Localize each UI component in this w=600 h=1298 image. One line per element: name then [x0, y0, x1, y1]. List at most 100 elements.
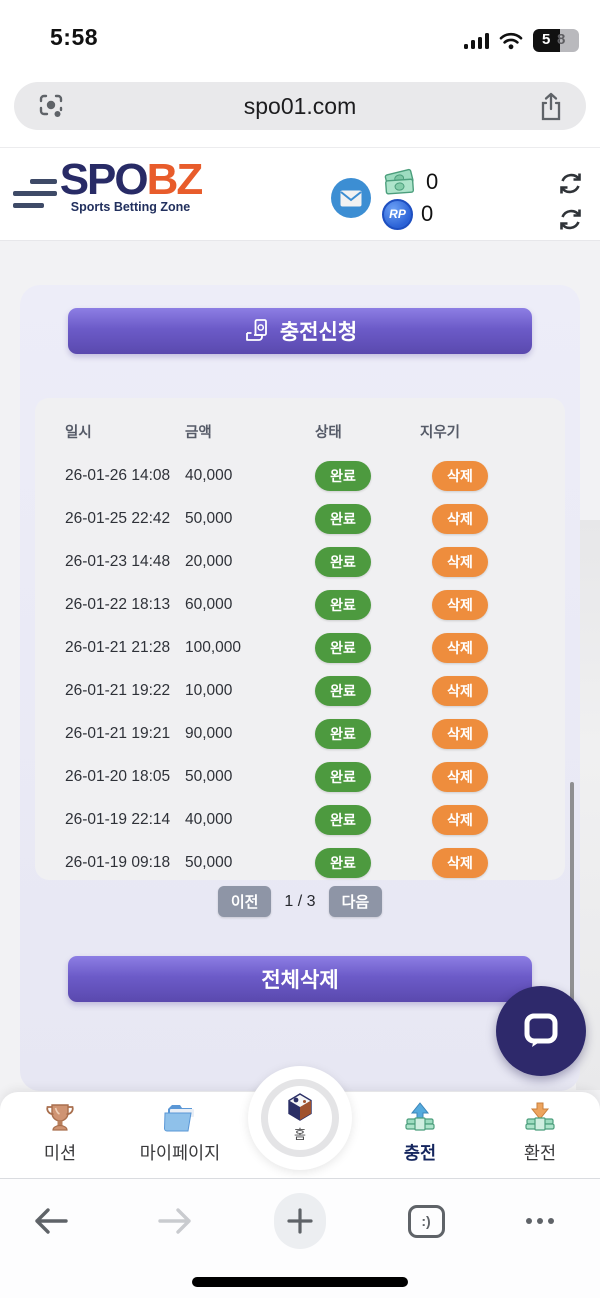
lens-search-icon[interactable]	[38, 93, 64, 119]
nav-item-mypage[interactable]: 마이페이지	[120, 1092, 240, 1178]
table-row: 26-01-26 14:08 40,000 완료 삭제	[35, 454, 565, 497]
deposit-history-panel: 충전신청 일시 금액 상태 지우기 26-01-26 14:08 40,000 …	[20, 285, 580, 1091]
refresh-point-icon[interactable]	[557, 206, 584, 233]
home-ring: 홈	[261, 1079, 339, 1157]
row-delete-button[interactable]: 삭제	[432, 632, 488, 663]
status-badge: 완료	[315, 460, 371, 491]
message-icon[interactable]	[331, 178, 371, 218]
row-delete-button[interactable]: 삭제	[432, 503, 488, 534]
refresh-cash-icon[interactable]	[557, 170, 584, 197]
cellular-signal-icon	[463, 32, 489, 49]
deposit-table: 일시 금액 상태 지우기 26-01-26 14:08 40,000 완료 삭제…	[35, 398, 565, 880]
tab-switcher-button[interactable]: :)	[407, 1204, 445, 1238]
row-datetime: 26-01-19 22:14	[65, 810, 171, 828]
row-datetime: 26-01-26 14:08	[65, 466, 171, 484]
table-row: 26-01-23 14:48 20,000 완료 삭제	[35, 540, 565, 583]
dice-icon	[288, 1093, 312, 1121]
row-datetime: 26-01-21 21:28	[65, 638, 171, 656]
prev-page-button[interactable]: 이전	[217, 886, 272, 917]
status-badge: 완료	[315, 546, 371, 577]
page-indicator: 1 / 3	[284, 892, 316, 910]
row-delete-button[interactable]: 삭제	[432, 847, 488, 878]
table-row: 26-01-21 19:21 90,000 완료 삭제	[35, 712, 565, 755]
col-header-datetime: 일시	[65, 424, 92, 441]
site-logo[interactable]: SPOBZ Sports Betting Zone	[59, 155, 204, 215]
table-header-row: 일시 금액 상태 지우기	[35, 398, 565, 454]
col-header-amount: 금액	[185, 424, 212, 441]
nav-item-exchange[interactable]: 환전	[480, 1092, 600, 1178]
url-text: spo01.com	[243, 92, 357, 119]
table-body: 26-01-26 14:08 40,000 완료 삭제 26-01-25 22:…	[35, 454, 565, 884]
row-datetime: 26-01-20 18:05	[65, 767, 171, 785]
table-row: 26-01-22 18:13 60,000 완료 삭제	[35, 583, 565, 626]
row-delete-button[interactable]: 삭제	[432, 804, 488, 835]
row-datetime: 26-01-21 19:22	[65, 681, 171, 699]
status-badge: 완료	[315, 632, 371, 663]
status-badge: 완료	[315, 718, 371, 749]
battery-icon: 5 8	[533, 29, 579, 52]
nav-item-home[interactable]: 홈	[248, 1066, 352, 1170]
table-row: 26-01-19 09:18 50,000 완료 삭제	[35, 841, 565, 884]
nav-item-charge[interactable]: 충전	[360, 1092, 480, 1178]
status-badge: 완료	[315, 761, 371, 792]
pagination: 이전 1 / 3 다음	[20, 886, 580, 917]
row-delete-button[interactable]: 삭제	[432, 718, 488, 749]
page-scrollbar[interactable]	[570, 782, 574, 1020]
row-datetime: 26-01-19 09:18	[65, 853, 171, 871]
address-bar[interactable]: spo01.com	[14, 82, 586, 130]
point-balance: 0	[421, 201, 434, 226]
browser-menu-icon[interactable]	[526, 1218, 554, 1224]
bottom-navigation: 미션 마이페이지 충전	[0, 1066, 600, 1178]
row-delete-button[interactable]: 삭제	[432, 675, 488, 706]
row-amount: 50,000	[185, 767, 233, 785]
cash-balance: 0	[426, 169, 439, 194]
hand-money-icon	[245, 318, 267, 341]
logo-tagline: Sports Betting Zone	[70, 200, 191, 215]
trophy-icon	[46, 1104, 74, 1131]
share-icon[interactable]	[538, 92, 564, 122]
row-amount: 50,000	[185, 509, 233, 527]
row-datetime: 26-01-22 18:13	[65, 595, 171, 613]
money-up-icon	[405, 1102, 435, 1131]
status-badge: 완료	[315, 804, 371, 835]
row-amount: 90,000	[185, 724, 233, 742]
background-artwork	[576, 520, 600, 1090]
rp-coin-icon: RP	[382, 198, 413, 230]
col-header-delete: 지우기	[420, 424, 461, 441]
row-delete-button[interactable]: 삭제	[432, 546, 488, 577]
table-row: 26-01-21 21:28 100,000 완료 삭제	[35, 626, 565, 669]
col-header-status: 상태	[315, 424, 342, 441]
wifi-icon	[499, 32, 523, 49]
folder-icon	[163, 1105, 194, 1132]
row-datetime: 26-01-21 19:21	[65, 724, 171, 742]
home-indicator[interactable]	[192, 1277, 408, 1287]
next-page-button[interactable]: 다음	[328, 886, 383, 917]
row-amount: 40,000	[185, 466, 233, 484]
row-amount: 100,000	[185, 638, 242, 656]
forward-icon[interactable]	[157, 1206, 193, 1236]
chat-fab-button[interactable]	[496, 986, 586, 1076]
row-amount: 60,000	[185, 595, 233, 613]
table-row: 26-01-20 18:05 50,000 완료 삭제	[35, 755, 565, 798]
table-row: 26-01-21 19:22 10,000 완료 삭제	[35, 669, 565, 712]
chat-bubble-icon	[524, 1013, 558, 1047]
row-amount: 40,000	[185, 810, 233, 828]
row-amount: 50,000	[185, 853, 233, 871]
new-tab-button[interactable]	[274, 1193, 326, 1249]
nav-item-mission[interactable]: 미션	[0, 1092, 120, 1178]
charge-request-button[interactable]: 충전신청	[68, 308, 532, 354]
table-row: 26-01-19 22:14 40,000 완료 삭제	[35, 798, 565, 841]
row-datetime: 26-01-25 22:42	[65, 509, 171, 527]
row-amount: 20,000	[185, 552, 233, 570]
row-delete-button[interactable]: 삭제	[432, 761, 488, 792]
menu-hamburger-icon[interactable]	[13, 179, 57, 209]
back-icon[interactable]	[33, 1206, 69, 1236]
cash-icon	[384, 168, 415, 195]
row-amount: 10,000	[185, 681, 233, 699]
row-delete-button[interactable]: 삭제	[432, 460, 488, 491]
status-icons: 5 8	[463, 29, 579, 52]
delete-all-button[interactable]: 전체삭제	[68, 956, 532, 1002]
row-delete-button[interactable]: 삭제	[432, 589, 488, 620]
status-badge: 완료	[315, 503, 371, 534]
